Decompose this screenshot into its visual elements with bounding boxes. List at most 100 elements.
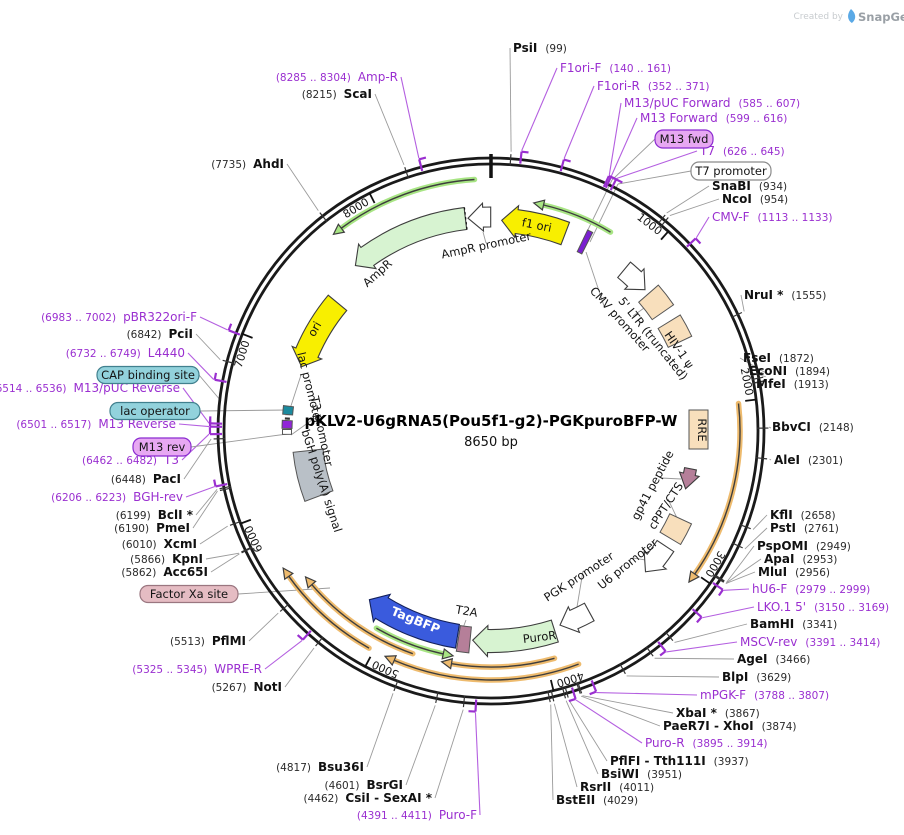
cppt-box [659, 513, 693, 546]
scale-tick-2000 [745, 398, 757, 402]
site-tick-scai [404, 167, 409, 179]
site-tick-f1ori_f [519, 151, 523, 164]
site-tick-bsteii [547, 690, 551, 703]
leader-pflmi [248, 612, 279, 642]
rre-box [688, 409, 709, 450]
leader-extra-8 [576, 570, 584, 608]
site-tick-pflmi [279, 603, 290, 612]
site-label-bgh_rev: (6206 .. 6223) BGH-rev [51, 490, 183, 504]
watermark-brand: SnapGene [858, 10, 904, 24]
site-tick-hu6_f [712, 582, 724, 591]
site-label-bsrgi: (4601) BsrGI [325, 778, 403, 792]
site-label-m13_reverse: (6501 .. 6517) M13 Reverse [16, 417, 176, 431]
site-tick-xbai [577, 682, 583, 694]
lacop_box-text: lac operator [120, 404, 190, 418]
site-label-cmv_f: CMV-F (1113 .. 1133) [712, 210, 832, 224]
site-tick-foot-f1ori_f [521, 150, 529, 154]
leader-xcmi [199, 525, 228, 545]
lac-promoter-band [281, 428, 293, 435]
site-tick-mscv_rev [657, 641, 667, 652]
m13fwd_box-text: M13 fwd [660, 132, 709, 146]
plasmid-name: pKLV2-U6gRNA5(Pou5f1-g2)-PGKpuroBFP-W [305, 412, 678, 430]
leader-lko1 [702, 606, 755, 619]
site-label-bsiwi: BsiWI (3951) [601, 767, 682, 781]
site-tick-kpni [241, 546, 252, 553]
site-tick-mpgk_f [590, 680, 598, 692]
site-tick-mfei [752, 380, 765, 384]
leader-extra-12 [482, 231, 487, 244]
arc-green-3-head [441, 648, 455, 660]
leader-bamhi [674, 623, 748, 643]
arc-orange-1-head [688, 570, 701, 584]
site-label-econi: EcoNI (1894) [749, 364, 830, 378]
arc-orange-5-core [311, 584, 414, 655]
leader-m13puc_f [608, 102, 622, 176]
site-label-puro_r: Puro-R (3895 .. 3914) [645, 736, 768, 750]
leader-xbai [582, 695, 674, 714]
leader-pmei [192, 490, 218, 529]
site-label-apai: ApaI (2953) [764, 552, 837, 566]
m13fwd_box [654, 129, 714, 149]
lac-operator-band [282, 405, 295, 416]
site-label-xbai: XbaI * (3867) [676, 706, 760, 720]
site-label-alei: AleI (2301) [774, 453, 843, 467]
scale-tick-1000 [660, 230, 670, 241]
site-tick-mlui [713, 575, 724, 583]
site-label-nrui: NruI * (1555) [744, 288, 826, 302]
leader-t7prom_box [617, 170, 692, 185]
site-tick-csii [462, 695, 466, 708]
site-tick-alei [755, 457, 768, 460]
site-tick-m13puc_f [602, 175, 610, 188]
m13-rev-band [281, 419, 293, 430]
site-label-f1ori_r: F1ori-R (352 .. 371) [597, 79, 709, 93]
site-label-wpre_r: (5325 .. 5345) WPRE-R [132, 662, 262, 676]
site-tick-paer7i [576, 682, 581, 694]
leader-f1ori_f [521, 67, 558, 151]
leader-pbr322ori_f [199, 316, 228, 331]
site-tick-pflfi [564, 686, 569, 698]
u6-promoter-arrow [643, 539, 675, 573]
leader-snabi [666, 185, 710, 214]
site-tick-lko1 [691, 608, 703, 618]
site-label-paci: (6448) PacI [111, 472, 181, 486]
feature-label-puror: PuroR [522, 628, 557, 646]
arc-green-3-core [376, 627, 444, 655]
leader-paer7i [580, 695, 661, 727]
site-label-noti: (5267) NotI [212, 680, 282, 694]
leader-puro_r [575, 699, 643, 744]
factorxa_box-text: Factor Xa site [150, 587, 228, 601]
leader-paci [183, 438, 212, 480]
leader-nrui [740, 294, 745, 312]
feature-label-t2a: T2A [454, 602, 479, 620]
arc-green-1-head [332, 223, 346, 236]
scale-label-7000: 7000 [232, 339, 253, 370]
site-label-m13puc_reverse: (6514 .. 6536)M13/pUC Reverse [0, 381, 180, 395]
snapgene-watermark: Created by SnapGene [793, 9, 904, 24]
site-label-paer7i: PaeR7I - XhoI (3874) [663, 719, 797, 733]
leader-amp_r [400, 76, 420, 159]
site-label-pbr322ori_f: (6983 .. 7002) pBR322ori-F [41, 310, 197, 324]
arc-orange-2-core [393, 659, 579, 681]
site-tick-foot-lko1 [696, 616, 703, 624]
arc-orange-4-core [451, 657, 555, 668]
leader-t7 [616, 150, 698, 179]
leader-cap_box [198, 374, 222, 402]
leader-m13rev_box [190, 433, 288, 448]
site-tick-snabi [657, 214, 666, 225]
leader-bgh_rev [185, 486, 215, 498]
leader-puro_f [474, 712, 481, 816]
site-label-lko1: LKO.1 5' (3150 .. 3169) [757, 600, 889, 614]
leader-alei [769, 458, 772, 461]
m13rev_box-text: M13 rev [139, 440, 186, 454]
ampr-arrow [354, 206, 468, 270]
scale-tick-8000 [368, 192, 376, 204]
site-label-t7: T7 (626 .. 645) [699, 144, 785, 158]
leader-extra-2 [585, 251, 605, 307]
boxed-labels: M13 fwd T7 promoter CAP binding site lac op… [96, 129, 772, 604]
site-tick-noti [315, 636, 324, 647]
site-label-mpgk_f: mPGK-F (3788 .. 3807) [700, 688, 829, 702]
site-tick-psti [732, 542, 743, 549]
site-label-pflmi: (5513) PflMI [170, 634, 246, 648]
site-tick-amp_r [418, 159, 424, 172]
